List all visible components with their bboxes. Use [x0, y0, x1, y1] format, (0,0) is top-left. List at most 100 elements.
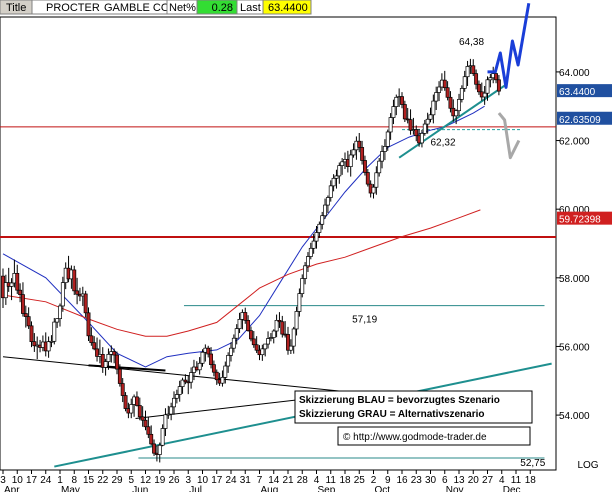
candle-body — [437, 86, 442, 93]
candle-body — [55, 318, 60, 323]
candle — [391, 99, 396, 125]
candle — [197, 357, 202, 375]
x-tick-label: 17 — [26, 475, 38, 486]
candle-body — [268, 337, 273, 339]
candle-body — [92, 342, 97, 350]
x-tick-label: 6 — [442, 475, 448, 486]
x-tick-label: 4 — [314, 475, 320, 486]
candle-body — [260, 348, 265, 356]
candle — [374, 166, 379, 195]
header-bar: Title PROCTER GAMBLE CO Net% 0.28 Last 6… — [0, 0, 612, 16]
candle-body — [223, 365, 228, 378]
candle-body — [360, 147, 365, 161]
candle — [23, 305, 28, 328]
moving-averages — [2, 105, 485, 368]
candle — [183, 374, 188, 385]
candle-body — [49, 340, 54, 343]
candle-body — [496, 79, 501, 92]
candle — [26, 307, 31, 329]
candle-body — [377, 160, 382, 174]
candle-body — [177, 386, 182, 395]
candle-body — [328, 185, 333, 198]
x-month-label: Jul — [189, 485, 202, 492]
candle-body — [294, 311, 299, 330]
candle-body — [172, 397, 176, 408]
candle — [172, 391, 176, 415]
candle-body — [15, 273, 20, 291]
candle-body — [75, 290, 80, 295]
candle-body — [152, 443, 156, 454]
candle — [58, 303, 62, 327]
scenario-sketches — [487, 3, 531, 160]
candle — [92, 336, 97, 351]
candle-body — [234, 328, 239, 339]
price-tag-label: 62.63509 — [559, 115, 601, 126]
candle — [100, 347, 105, 373]
candle — [157, 442, 162, 463]
candle-body — [26, 316, 31, 327]
candle — [209, 347, 213, 369]
candle — [457, 93, 461, 117]
candle — [320, 211, 325, 230]
candle-body — [183, 379, 188, 383]
candle-body — [220, 376, 225, 384]
candle-body — [348, 154, 353, 167]
candle-body — [331, 177, 336, 187]
candle — [462, 70, 467, 92]
x-month-label: May — [61, 485, 80, 492]
company-text: GAMBLE CO — [104, 2, 170, 14]
candle — [117, 364, 122, 387]
candle — [115, 351, 119, 375]
candle — [251, 331, 256, 348]
candle-body — [454, 110, 459, 117]
candle-body — [3, 282, 8, 299]
candle-body — [303, 265, 308, 279]
title-button-label: Title — [6, 2, 26, 14]
candle-body — [206, 347, 211, 355]
candle — [229, 342, 233, 362]
candle-body — [100, 353, 105, 368]
candle — [266, 331, 271, 349]
candle — [260, 344, 265, 361]
candle-body — [402, 104, 407, 120]
x-tick-label: 17 — [211, 475, 223, 486]
candle — [9, 278, 14, 301]
candle-body — [106, 353, 111, 362]
candle-body — [408, 119, 413, 131]
x-tick-label: 27 — [482, 475, 494, 486]
candle — [220, 370, 225, 387]
candle — [496, 74, 501, 96]
candle-body — [163, 414, 168, 429]
candle-body — [351, 149, 356, 156]
candle-body — [21, 294, 25, 314]
candle — [200, 349, 205, 367]
candle — [55, 318, 60, 328]
candle — [288, 339, 293, 355]
candle-body — [174, 394, 179, 399]
price-annotation: 62,32 — [431, 138, 456, 149]
candle-body — [485, 79, 490, 94]
moving-average-red — [2, 209, 481, 337]
candle — [402, 100, 407, 123]
candle-body — [243, 312, 248, 321]
candle — [365, 169, 370, 187]
scenario-blue-path — [487, 3, 531, 89]
x-tick-label: 1 — [57, 475, 63, 486]
x-month-label: Nov — [446, 485, 464, 492]
candle-body — [58, 305, 62, 320]
candle-body — [442, 79, 447, 89]
candle — [83, 290, 88, 318]
candle-body — [254, 344, 259, 351]
candle — [425, 112, 430, 134]
candle — [21, 282, 25, 317]
candle-body — [180, 379, 185, 387]
candle-body — [414, 129, 419, 137]
candle — [223, 361, 228, 384]
candle-body — [320, 215, 325, 225]
candle-body — [115, 354, 119, 370]
candle — [112, 348, 117, 364]
candle — [254, 336, 259, 353]
candle-body — [357, 140, 362, 148]
candle-body — [314, 232, 319, 242]
